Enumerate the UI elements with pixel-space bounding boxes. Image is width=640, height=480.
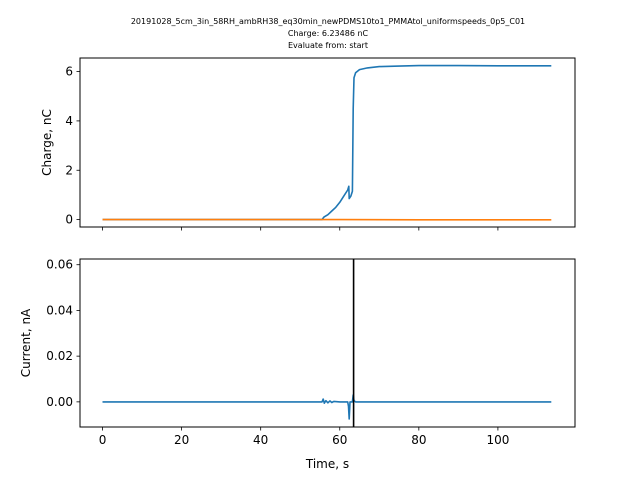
figure-title-line-2: Charge: 6.23486 nC xyxy=(288,29,369,38)
current-subplot: 0 20 40 60 80 100 0.00 0.02 0.04 0.06 Current, n… xyxy=(19,258,576,471)
x-tick-label: 20 xyxy=(174,433,189,447)
current-y-ticks: 0.00 0.02 0.04 0.06 xyxy=(46,258,80,409)
series-line-1 xyxy=(102,394,552,420)
charge-x-ticks xyxy=(102,227,499,231)
current-x-axis-label: Time, s xyxy=(305,457,349,471)
y-tick-label: 0.04 xyxy=(46,303,73,317)
y-tick-label: 0.06 xyxy=(46,258,73,272)
x-tick-label: 40 xyxy=(253,433,268,447)
y-tick-label: 2 xyxy=(65,163,73,177)
charge-y-ticks: 0 2 4 6 xyxy=(65,65,80,227)
y-tick-label: 0.00 xyxy=(46,395,73,409)
x-tick-label: 100 xyxy=(486,433,509,447)
series-line-1 xyxy=(102,64,552,221)
y-tick-label: 4 xyxy=(65,114,73,128)
y-tick-label: 0 xyxy=(65,213,73,227)
charge-y-axis-label: Charge, nC xyxy=(40,109,54,176)
figure-title-line-3: Evaluate from: start xyxy=(288,41,368,50)
figure-title-line-1: 20191028_5cm_3in_58RH_ambRH38_eq30min_ne… xyxy=(131,17,525,26)
x-tick-label: 60 xyxy=(332,433,347,447)
charge-series-lines xyxy=(102,64,552,221)
x-tick-label: 80 xyxy=(411,433,426,447)
current-series-lines xyxy=(102,259,552,427)
y-tick-label: 6 xyxy=(65,65,73,79)
current-y-axis-label: Current, nA xyxy=(19,308,33,377)
current-x-ticks: 0 20 40 60 80 100 xyxy=(99,427,509,447)
charge-subplot: 0 2 4 6 Charge, nC xyxy=(40,57,576,231)
y-tick-label: 0.02 xyxy=(46,349,73,363)
charge-axes-frame xyxy=(79,57,576,228)
current-axes-frame xyxy=(79,258,576,428)
x-tick-label: 0 xyxy=(99,433,107,447)
